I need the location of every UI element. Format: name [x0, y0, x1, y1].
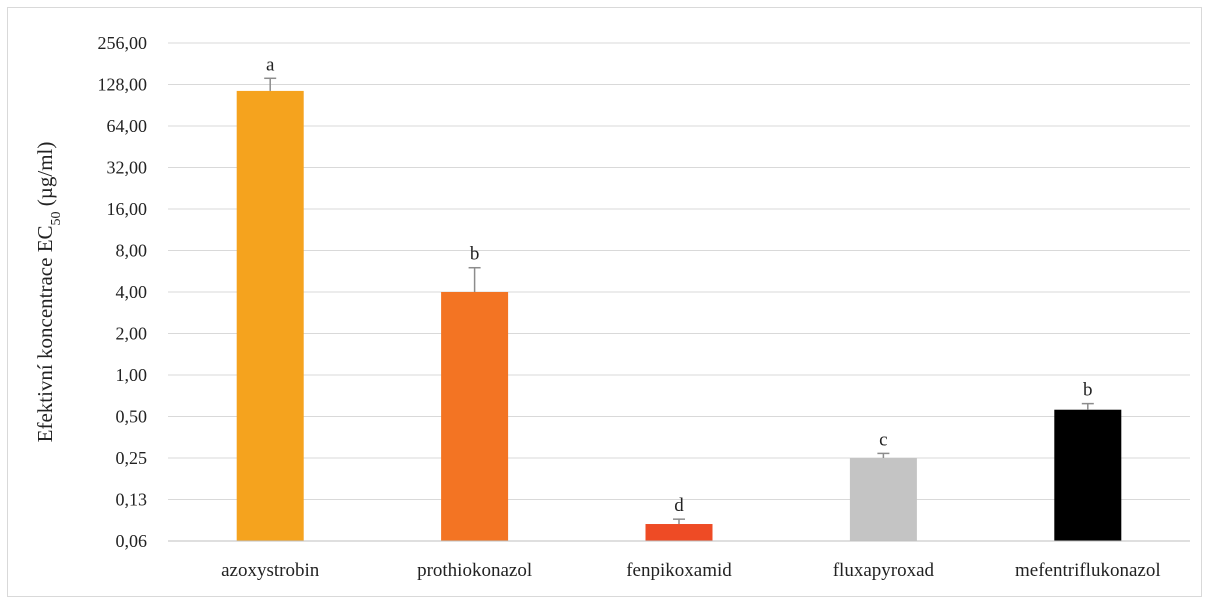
gridlines [168, 42, 1190, 500]
y-tick-label: 128,00 [98, 75, 148, 95]
significance-label: b [1083, 380, 1093, 401]
y-tick-label: 8,00 [116, 241, 148, 261]
y-tick-label: 0,25 [116, 448, 148, 468]
significance-label: c [879, 429, 887, 450]
y-tick-label: 0,50 [116, 407, 148, 427]
y-tick-label: 0,06 [116, 531, 148, 551]
x-category-label: azoxystrobin [221, 560, 320, 581]
error-bars [264, 77, 1094, 525]
bar-azoxystrobin [236, 90, 304, 541]
y-tick-label: 16,00 [107, 199, 148, 219]
significance-labels: a b d c b [266, 54, 1093, 516]
x-axis-category-labels: azoxystrobin prothiokonazol fenpikoxamid fl… [221, 560, 1160, 581]
significance-label: b [470, 244, 480, 265]
y-tick-label: 256,00 [98, 33, 148, 53]
y-tick-label: 2,00 [116, 324, 148, 344]
x-category-label: fenpikoxamid [626, 560, 732, 581]
y-axis-label-subscript: 50 [49, 211, 64, 225]
bar-mefentriflukonazol [1054, 409, 1122, 541]
y-tick-label: 64,00 [107, 116, 148, 136]
bars [236, 90, 1122, 541]
significance-label: d [674, 495, 684, 516]
bar-fluxapyroxad [849, 458, 917, 541]
significance-label: a [266, 54, 275, 75]
x-category-label: fluxapyroxad [833, 560, 935, 581]
chart-frame [7, 7, 1202, 597]
x-category-label: prothiokonazol [417, 560, 532, 581]
bar-prothiokonazol [441, 292, 509, 541]
y-tick-label: 32,00 [107, 158, 148, 178]
y-axis-tick-labels: 0,06 0,13 0,25 0,50 1,00 2,00 4,00 8,00 16,00 32,… [98, 33, 148, 551]
y-axis-label-unit: (µg/ml) [33, 142, 57, 212]
y-axis-label: Efektivní koncentrace EC50 (µg/ml) [33, 142, 64, 443]
x-category-label: mefentriflukonazol [1015, 560, 1161, 581]
y-tick-label: 1,00 [116, 365, 148, 385]
y-tick-label: 0,13 [116, 490, 148, 510]
bar-fenpikoxamid [645, 524, 713, 541]
y-tick-label: 4,00 [116, 282, 148, 302]
y-axis-label-main: Efektivní koncentrace EC [33, 225, 57, 442]
